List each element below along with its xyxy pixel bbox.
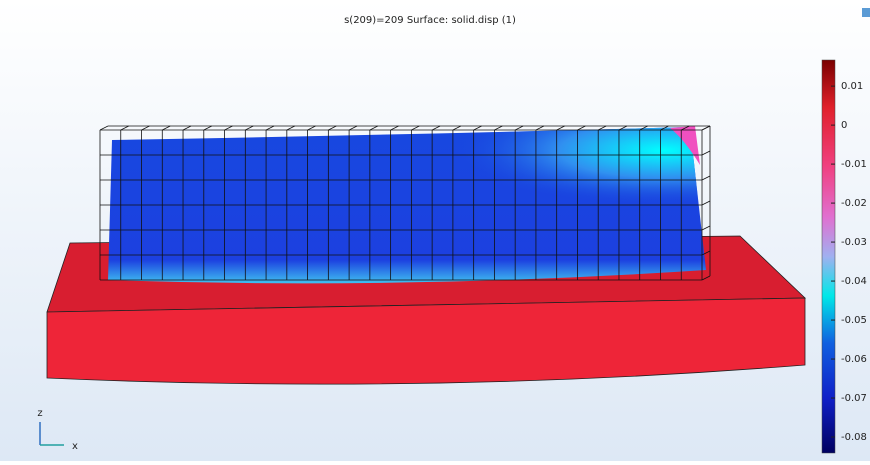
wire [203, 125, 212, 131]
colorbar-label: -0.04 [841, 276, 867, 287]
wire [141, 125, 150, 131]
beam-corner [670, 126, 700, 165]
wire [598, 125, 607, 131]
wire [701, 175, 711, 181]
colorbar-label: 0 [841, 120, 847, 131]
wire [639, 125, 648, 131]
wire [245, 125, 254, 131]
colorbar-label: -0.03 [841, 237, 867, 248]
wire [701, 250, 711, 256]
wire [494, 125, 503, 131]
wire [390, 125, 399, 131]
wire [224, 125, 233, 131]
wire [162, 125, 171, 131]
wire [514, 125, 524, 131]
wire [265, 125, 275, 131]
x-label: x [72, 441, 78, 452]
colorbar [821, 59, 836, 454]
wire [577, 125, 586, 131]
wire [348, 125, 358, 131]
colorbar-label: -0.02 [841, 198, 867, 209]
wire [182, 125, 192, 131]
wire [701, 275, 711, 281]
colorbar-label: -0.01 [841, 159, 867, 170]
slab-front [46, 297, 806, 385]
wire [556, 125, 565, 131]
wire [660, 125, 669, 131]
wire [473, 125, 482, 131]
colorbar-label: 0.01 [841, 81, 863, 92]
wire [701, 200, 711, 206]
z-label: z [37, 408, 42, 419]
wire [535, 125, 545, 131]
wire [99, 125, 109, 131]
wire [411, 125, 420, 131]
wire [431, 125, 441, 131]
wire [701, 225, 711, 231]
colorbar-label: -0.08 [841, 432, 867, 443]
wire [701, 125, 711, 131]
wire [328, 125, 337, 131]
axis-triad: z x [37, 408, 78, 452]
wire [452, 125, 462, 131]
wire [701, 150, 711, 156]
plot-title: s(209)=209 Surface: solid.disp (1) [344, 15, 516, 26]
colorbar-label: -0.06 [841, 354, 867, 365]
wire [369, 125, 379, 131]
wire [681, 125, 690, 131]
wire [618, 125, 628, 131]
colorbar-label: -0.05 [841, 315, 867, 326]
wire [286, 125, 296, 131]
toolbar-icon[interactable] [862, 8, 870, 17]
wireframe [99, 125, 711, 281]
wire [307, 125, 316, 131]
colorbar-label: -0.07 [841, 393, 867, 404]
wire [120, 125, 129, 131]
